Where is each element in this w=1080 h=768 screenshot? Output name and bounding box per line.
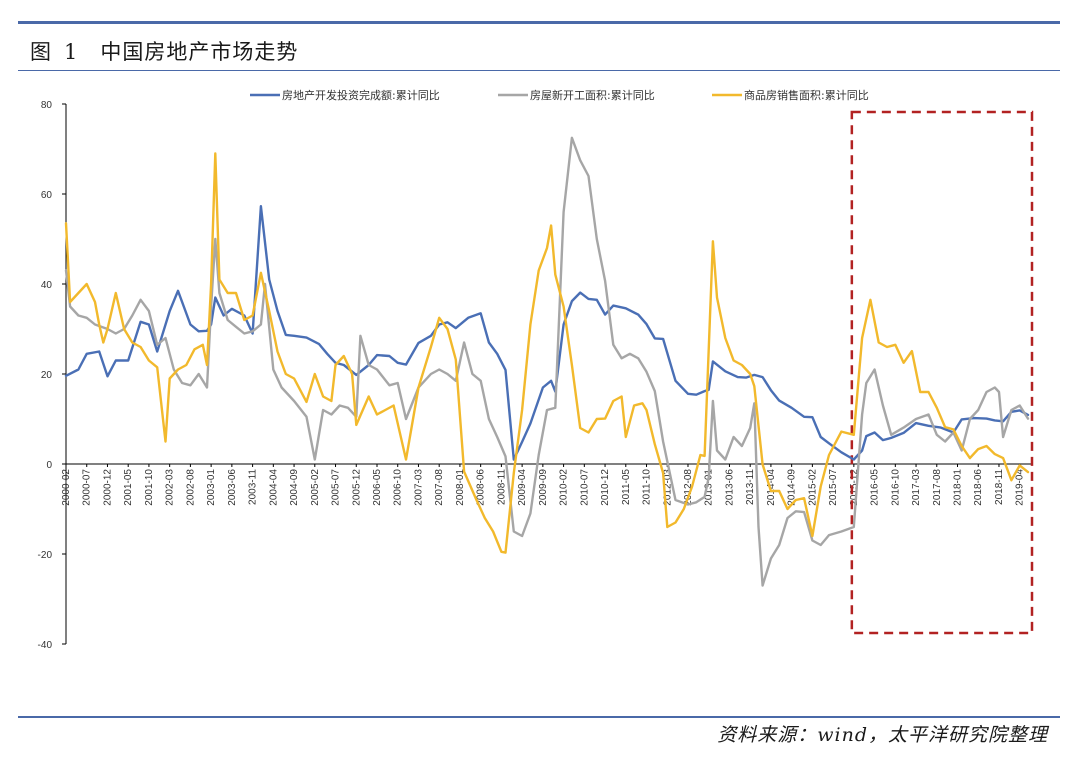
x-tick-label: 2003-01 [206,469,217,506]
x-tick-label: 2003-11 [248,469,259,505]
x-tick-label: 2012-03 [662,469,673,506]
x-tick-label: 2002-03 [165,469,176,506]
x-tick-label: 2009-09 [538,469,549,506]
series-group [64,136,1030,587]
highlight-box [850,110,1034,635]
x-tick-label: 2000-02 [61,469,72,506]
x-tick-label: 2013-06 [724,469,735,506]
x-tick-label: 2003-06 [227,469,238,506]
x-tick-label: 2008-06 [476,469,487,506]
bottom-rule [18,716,1060,718]
y-tick-label: 0 [46,460,52,471]
legend-label-3: 商品房销售面积:累计同比 [744,88,869,102]
x-tick-label: 2015-07 [828,469,839,506]
x-tick-label: 2012-08 [683,469,694,506]
x-tick-label: 2018-01 [953,469,964,506]
figure-number: 1 [64,40,79,64]
x-tick-label: 2018-11 [994,469,1005,505]
x-tick-label: 2017-08 [932,469,943,506]
x-tick-label: 2010-02 [559,469,570,506]
y-tick-label: 60 [41,190,53,201]
x-tick-label: 2018-06 [973,469,984,506]
x-tick-label: 2006-10 [393,469,404,506]
x-tick-label: 2001-05 [123,469,134,506]
y-tick-label: -40 [38,640,53,651]
y-tick-label: 80 [41,100,53,111]
x-tick-label: 2013-11 [745,469,756,505]
y-tick-label: -20 [38,550,53,561]
highlight-rect [850,110,1034,635]
x-tick-label: 2019-04 [1015,469,1026,506]
x-tick-label: 2005-12 [351,469,362,506]
x-tick-label: 2008-01 [455,469,466,506]
x-tick-label: 2005-07 [331,469,342,506]
x-tick-label: 2011-10 [642,469,653,505]
x-tick-label: 2002-08 [185,469,196,506]
x-tick-label: 2007-03 [413,469,424,506]
x-tick-label: 2005-02 [310,469,321,506]
x-tick-label: 2000-12 [102,469,113,506]
x-tick-label: 2004-04 [268,469,279,506]
x-tick-label: 2011-05 [621,469,632,505]
y-tick-label: 40 [41,280,53,291]
x-tick-label: 2014-09 [787,469,798,506]
x-tick-label: 2007-08 [434,469,445,506]
legend-label-2: 房屋新开工面积:累计同比 [530,88,655,102]
x-tick-label: 2010-07 [579,469,590,506]
x-tick-label: 2014-04 [766,469,777,506]
legend-label-1: 房地产开发投资完成额:累计同比 [282,88,440,102]
source-note: 资料来源：wind，太平洋研究院整理 [717,724,1048,746]
x-tick-label: 2009-04 [517,469,528,506]
figure-title: 图 1 中国房地产市场走势 [30,36,298,66]
x-tick-label: 2001-10 [144,469,155,506]
x-tick-label: 2004-09 [289,469,300,506]
top-rule [18,21,1060,24]
axes: -40 -20 0 20 40 60 80 2000-02 2000-07 2000-12 2001… [38,100,1032,651]
x-tick-label: 2006-05 [372,469,383,506]
x-tick-label: 2017-03 [911,469,922,506]
x-tick-label: 2015-02 [807,469,818,506]
series-line-1 [64,204,1030,461]
x-tick-label: 2016-05 [870,469,881,506]
y-tick-label: 20 [41,370,53,381]
x-tick-label: 2000-07 [82,469,93,506]
figure-label: 图 [30,40,52,64]
title-rule [18,70,1060,71]
x-tick-label: 2010-12 [600,469,611,506]
x-tick-label: 2015-12 [849,469,860,506]
x-tick-label: 2013-01 [704,469,715,506]
legend: 房地产开发投资完成额:累计同比 房屋新开工面积:累计同比 商品房销售面积:累计同比 [250,88,869,102]
series-line-2 [64,136,1030,587]
x-tick-label: 2008-11 [496,469,507,505]
series-line-3 [64,152,1030,554]
x-tick-label: 2016-10 [890,469,901,506]
figure-title-text: 中国房地产市场走势 [100,40,299,64]
